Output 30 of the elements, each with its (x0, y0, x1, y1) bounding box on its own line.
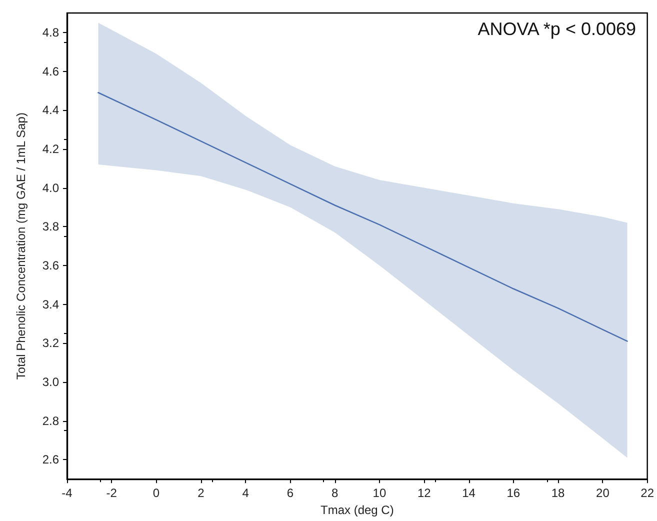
annotation: ANOVA *p < 0.0069 (478, 19, 636, 39)
x-tick-label: 6 (286, 486, 294, 500)
y-tick-label: 2.6 (42, 452, 60, 467)
y-tick-label: 3.8 (42, 220, 60, 234)
x-tick-label: 4 (242, 486, 250, 500)
x-tick-label: 16 (506, 486, 520, 500)
x-axis-title: Tmax (deg C) (320, 503, 394, 517)
x-tick-label: 14 (462, 486, 476, 500)
x-tick-label: 8 (332, 486, 338, 500)
y-tick-label: 3.6 (42, 258, 60, 272)
y-tick-label: 3.4 (42, 297, 60, 312)
x-tick-label: -2 (106, 486, 118, 500)
x-tick-label: 2 (198, 486, 205, 500)
y-tick-label: 3.2 (42, 336, 60, 350)
y-tick-label: 4.2 (42, 142, 60, 156)
x-tick-label: 12 (417, 486, 432, 500)
y-axis-title: Total Phenolic Concentration (mg GAE / 1mL Sap) (14, 112, 28, 380)
x-tick-label: -4 (62, 486, 73, 500)
x-tick-label: 20 (596, 486, 610, 500)
y-tick-label: 4.8 (42, 25, 60, 40)
y-tick-label: 4.0 (42, 180, 60, 195)
x-tick-label: 18 (551, 486, 566, 500)
x-tick-label: 0 (152, 486, 160, 500)
x-tick-label: 22 (640, 486, 654, 500)
y-tick-label: 3.0 (42, 374, 60, 389)
y-tick-label: 4.6 (42, 64, 60, 78)
line-series (98, 92, 628, 342)
y-tick-label: 4.4 (42, 103, 60, 118)
y-tick-label: 2.8 (42, 414, 60, 428)
x-tick-label: 10 (372, 486, 386, 500)
